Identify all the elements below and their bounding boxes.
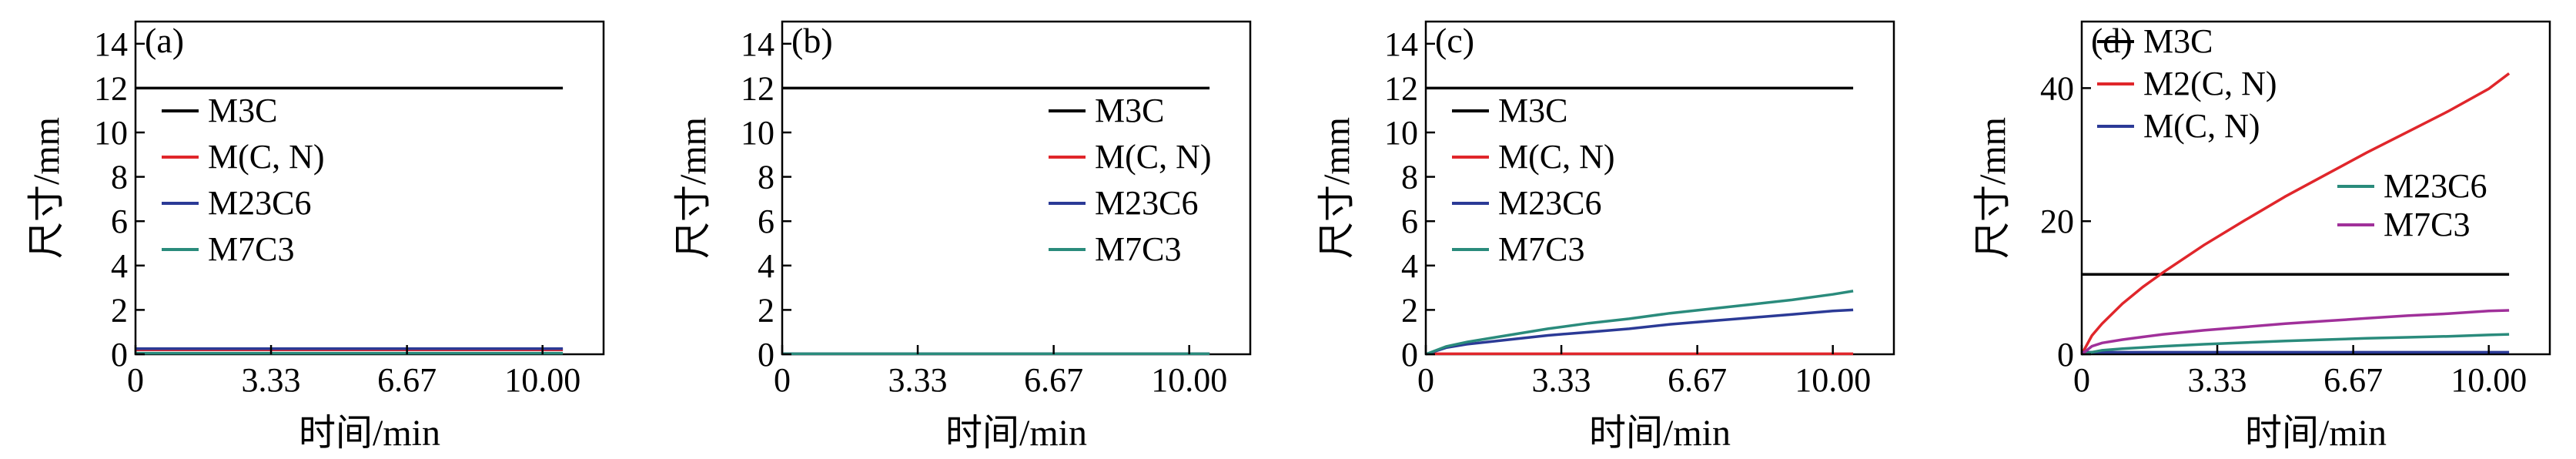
y-tick-label: 10 bbox=[1384, 114, 1418, 152]
x-tick-label: 6.67 bbox=[2323, 361, 2383, 399]
y-tick-label: 12 bbox=[1384, 69, 1418, 107]
y-tick-label: 14 bbox=[741, 25, 774, 63]
y-tick-label: 4 bbox=[111, 247, 128, 285]
chart-panel-1: 0 3.33 6.67 10.0002468101214时间/min尺寸/mm(b)M… bbox=[673, 20, 1252, 454]
legend-label: M(C, N) bbox=[208, 138, 325, 176]
x-tick-label: 3.33 bbox=[888, 361, 948, 399]
legend-label: M3C bbox=[1095, 92, 1164, 129]
x-tick-label: 0 bbox=[1417, 361, 1434, 399]
chart-panel-2: 0 3.33 6.67 10.00 0 2 4 6 8 10 12 14 时间/min 尺寸/mm (c) M… bbox=[1316, 20, 1895, 454]
y-tick-label: 0 bbox=[111, 336, 128, 374]
x-tick-label: 6.67 bbox=[1668, 361, 1727, 399]
y-tick-label: 14 bbox=[94, 25, 128, 63]
panel-label: (b) bbox=[791, 21, 833, 60]
legend-label: M23C6 bbox=[208, 184, 311, 222]
legend-label: M(C, N) bbox=[1095, 138, 1212, 176]
legend-label: M23C6 bbox=[1498, 184, 1601, 222]
series-line-m7c3 bbox=[1425, 290, 1854, 356]
y-axis-label: 尺寸/mm bbox=[673, 117, 714, 259]
legend-label: M2(C, N) bbox=[2143, 65, 2277, 102]
y-tick-label: 6 bbox=[758, 203, 774, 240]
y-tick-label: 6 bbox=[1401, 203, 1418, 240]
series-line-m7c3 bbox=[2080, 309, 2510, 356]
x-tick-label: 3.33 bbox=[2188, 361, 2247, 399]
series-line-m2-c-n- bbox=[2080, 72, 2511, 355]
y-tick-label: 8 bbox=[111, 159, 128, 196]
x-tick-label: 10.00 bbox=[504, 361, 580, 399]
x-axis-label: 时间/min bbox=[1589, 413, 1731, 454]
x-tick-label: 10.00 bbox=[2451, 361, 2527, 399]
series-line-m23c6 bbox=[2081, 333, 2510, 356]
x-tick-label: 3.33 bbox=[1532, 361, 1591, 399]
y-tick-label: 2 bbox=[758, 291, 774, 329]
x-tick-label: 3.33 bbox=[242, 361, 301, 399]
y-tick-label: 10 bbox=[94, 114, 128, 152]
y-tick-label: 4 bbox=[1401, 247, 1418, 285]
legend-label: M7C3 bbox=[2384, 206, 2470, 243]
legend-label: M3C bbox=[2143, 22, 2213, 60]
y-tick-label: 10 bbox=[741, 114, 774, 152]
legend-label: M3C bbox=[208, 92, 277, 129]
x-tick-label: 6.67 bbox=[1024, 361, 1083, 399]
legend-label: M7C3 bbox=[208, 230, 294, 268]
legend-label: M(C, N) bbox=[2143, 107, 2260, 145]
plot-frame bbox=[134, 20, 605, 356]
y-tick-label: 0 bbox=[1401, 336, 1418, 374]
x-axis-label: 时间/min bbox=[945, 413, 1087, 454]
plot-frame bbox=[1424, 20, 1895, 356]
y-tick-label: 6 bbox=[111, 203, 128, 240]
x-tick-label: 0 bbox=[127, 361, 144, 399]
y-tick-label: 40 bbox=[2040, 69, 2074, 107]
x-tick-label: 10.00 bbox=[1795, 361, 1871, 399]
legend-label: M23C6 bbox=[1095, 184, 1198, 222]
x-axis-label: 时间/min bbox=[299, 413, 440, 454]
legend-label: M23C6 bbox=[2384, 167, 2487, 205]
y-tick-label: 2 bbox=[1401, 291, 1418, 329]
legend-label: M7C3 bbox=[1498, 230, 1584, 268]
legend-label: M3C bbox=[1498, 92, 1567, 129]
legend-label: M(C, N) bbox=[1498, 138, 1615, 176]
y-axis-label: 尺寸/mm bbox=[1972, 117, 2013, 259]
y-axis-label: 尺寸/mm bbox=[26, 117, 67, 259]
y-tick-label: 14 bbox=[1384, 25, 1418, 63]
x-tick-label: 0 bbox=[774, 361, 791, 399]
y-tick-label: 12 bbox=[94, 69, 128, 107]
y-tick-label: 0 bbox=[2057, 336, 2074, 374]
y-tick-label: 2 bbox=[111, 291, 128, 329]
y-tick-label: 0 bbox=[758, 336, 774, 374]
x-axis-label: 时间/min bbox=[2245, 413, 2387, 454]
series-line-m23c6 bbox=[1425, 308, 1854, 356]
legend-label: M7C3 bbox=[1095, 230, 1181, 268]
y-tick-label: 20 bbox=[2040, 203, 2074, 240]
y-tick-label: 12 bbox=[741, 69, 774, 107]
panel-label: (a) bbox=[145, 21, 184, 60]
y-tick-label: 8 bbox=[758, 159, 774, 196]
x-tick-label: 10.00 bbox=[1151, 361, 1227, 399]
chart-panel-0: 0 3.33 6.67 10.00 0 2 4 6 8 10 12 14 时间/min 尺寸/mm (a) M… bbox=[26, 20, 605, 454]
y-tick-label: 8 bbox=[1401, 159, 1418, 196]
y-axis-label: 尺寸/mm bbox=[1316, 117, 1357, 259]
x-tick-label: 6.67 bbox=[377, 361, 437, 399]
x-tick-label: 0 bbox=[2073, 361, 2090, 399]
plot-frame bbox=[2080, 20, 2551, 356]
y-tick-label: 4 bbox=[758, 247, 774, 285]
panel-label: (c) bbox=[1435, 21, 1474, 60]
